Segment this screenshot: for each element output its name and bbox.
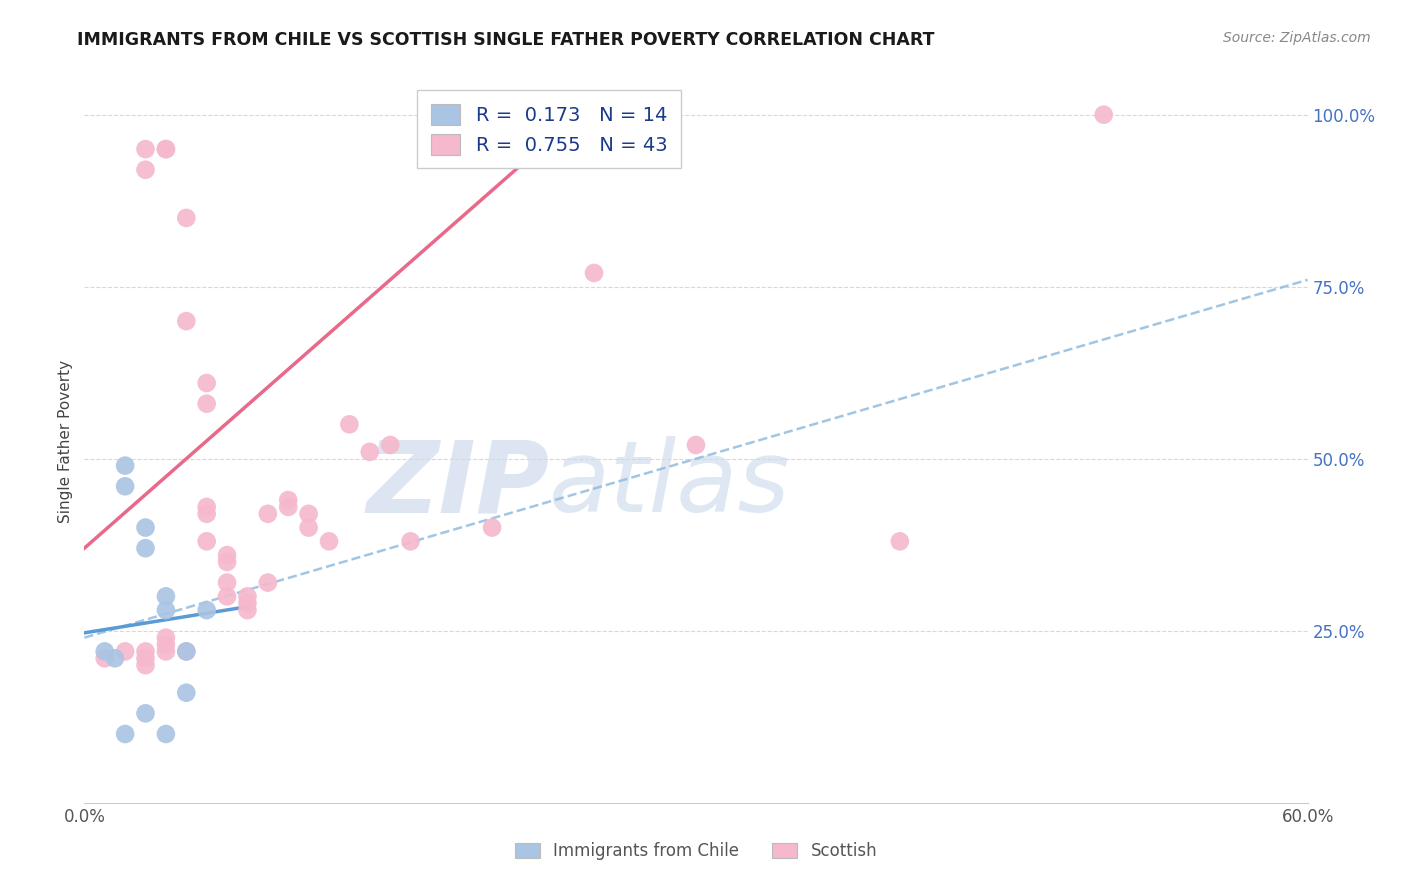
Point <box>359 445 381 459</box>
Point <box>236 603 259 617</box>
Point <box>277 500 299 514</box>
Point <box>195 603 218 617</box>
Point <box>114 727 136 741</box>
Point <box>93 651 117 665</box>
Point <box>135 644 157 658</box>
Point <box>195 507 218 521</box>
Point <box>135 541 157 556</box>
Legend: Immigrants from Chile, Scottish: Immigrants from Chile, Scottish <box>508 836 884 867</box>
Point <box>114 644 136 658</box>
Point <box>135 658 157 673</box>
Point <box>176 686 198 700</box>
Point <box>135 651 157 665</box>
Point <box>135 520 157 534</box>
Point <box>195 500 218 514</box>
Point <box>583 266 606 280</box>
Point <box>176 314 198 328</box>
Point <box>195 397 218 411</box>
Point <box>155 638 177 652</box>
Point <box>195 376 218 390</box>
Point <box>257 575 280 590</box>
Point <box>217 590 239 604</box>
Point <box>889 534 911 549</box>
Point <box>176 211 198 225</box>
Point <box>114 458 136 473</box>
Point <box>195 534 218 549</box>
Point <box>318 534 340 549</box>
Point <box>399 534 422 549</box>
Point <box>155 590 177 604</box>
Point <box>135 162 157 177</box>
Point <box>298 507 321 521</box>
Point <box>114 479 136 493</box>
Point <box>155 631 177 645</box>
Point <box>257 507 280 521</box>
Point <box>176 644 198 658</box>
Text: atlas: atlas <box>550 436 790 533</box>
Point <box>298 520 321 534</box>
Point <box>236 590 259 604</box>
Point <box>277 493 299 508</box>
Text: IMMIGRANTS FROM CHILE VS SCOTTISH SINGLE FATHER POVERTY CORRELATION CHART: IMMIGRANTS FROM CHILE VS SCOTTISH SINGLE… <box>77 31 935 49</box>
Point <box>481 520 503 534</box>
Point <box>93 644 117 658</box>
Point <box>135 706 157 721</box>
Point <box>217 548 239 562</box>
Point <box>1092 108 1115 122</box>
Point <box>155 644 177 658</box>
Point <box>339 417 361 432</box>
Point <box>380 438 402 452</box>
Y-axis label: Single Father Poverty: Single Father Poverty <box>58 360 73 523</box>
Point <box>155 727 177 741</box>
Point <box>135 142 157 156</box>
Point <box>685 438 707 452</box>
Point <box>155 603 177 617</box>
Point <box>217 555 239 569</box>
Point <box>217 575 239 590</box>
Text: Source: ZipAtlas.com: Source: ZipAtlas.com <box>1223 31 1371 45</box>
Text: ZIP: ZIP <box>366 436 550 533</box>
Point <box>155 142 177 156</box>
Point <box>155 142 177 156</box>
Point <box>104 651 127 665</box>
Point <box>236 596 259 610</box>
Point <box>176 644 198 658</box>
